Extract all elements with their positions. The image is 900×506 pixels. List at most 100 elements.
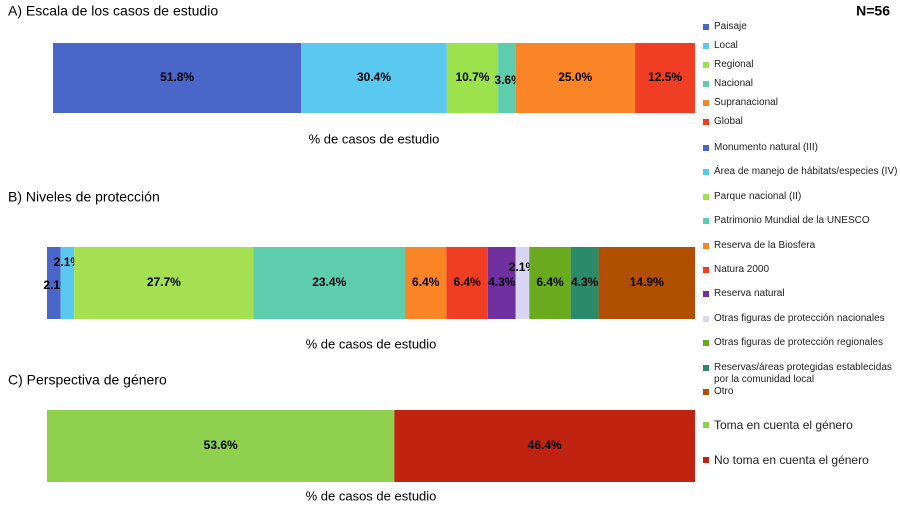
legend-swatch	[703, 169, 709, 176]
legend-label: Regional	[714, 59, 754, 70]
bar-segment	[301, 43, 447, 113]
legend-label: Toma en cuenta el género	[714, 418, 853, 432]
legend-item: Local	[703, 40, 899, 52]
legend-swatch	[703, 81, 709, 87]
legend-swatch	[703, 242, 709, 249]
legend-item: Otras figuras de protección nacionales	[703, 313, 899, 325]
legend-swatch	[703, 389, 709, 395]
legend-item: Supranacional	[703, 97, 899, 109]
legend-label: No toma en cuenta el género	[714, 453, 869, 467]
data-label: 23.4%	[312, 275, 346, 289]
legend-item: Área de manejo de hábitats/especies (IV)	[703, 166, 899, 178]
bar-segment	[60, 247, 75, 319]
bar-segment	[394, 410, 695, 482]
bar-segment	[487, 247, 516, 319]
legend-label: Local	[714, 40, 738, 51]
data-label: 12.5%	[648, 70, 682, 84]
legend-label: Otro	[714, 386, 734, 397]
data-label: 51.8%	[160, 70, 194, 84]
bar-segment	[515, 43, 636, 113]
legend-swatch	[703, 43, 709, 49]
legend-item: Regional	[703, 59, 899, 71]
data-label: 10.7%	[455, 70, 489, 84]
bar-segment	[253, 247, 405, 319]
bar-segment	[570, 247, 599, 319]
bar-segment	[404, 247, 447, 319]
legend-label: Nacional	[714, 78, 753, 89]
data-label: 4.3%	[488, 275, 516, 289]
legend-item: Otro	[703, 386, 899, 398]
data-label: 6.4%	[536, 275, 564, 289]
data-label: 30.4%	[357, 70, 391, 84]
legend-swatch	[703, 457, 709, 463]
legend-item: Nacional	[703, 78, 899, 90]
data-label: 14.9%	[630, 275, 664, 289]
x-axis-label: % de casos de estudio	[306, 488, 437, 503]
chart-title: A) Escala de los casos de estudio	[8, 3, 218, 19]
annotation: N=56	[856, 3, 890, 19]
data-label: 46.4%	[528, 438, 562, 452]
legend-label: Monumento natural (III)	[714, 142, 818, 153]
legend-item: No toma en cuenta el género	[703, 452, 899, 468]
legend-item: Natura 2000	[703, 264, 899, 276]
legend-label: Otras figuras de protección regionales	[714, 337, 883, 349]
bar-segment	[74, 247, 254, 319]
legend-item: Patrimonio Mundial de la UNESCO	[703, 215, 899, 227]
legend-label: Global	[714, 116, 743, 127]
legend-swatch	[703, 24, 709, 30]
legend-swatch	[703, 340, 709, 347]
data-label: 4.3%	[571, 275, 599, 289]
data-label: 53.6%	[204, 438, 238, 452]
bar-segment	[47, 410, 395, 482]
legend-label: Reservas/áreas protegidas establecidas p…	[714, 361, 892, 385]
bar-segment	[515, 247, 530, 319]
legend-swatch	[703, 145, 709, 151]
legend-swatch	[703, 62, 709, 68]
chart-title: C) Perspectiva de género	[8, 372, 167, 388]
legend-swatch	[703, 364, 709, 371]
legend-swatch	[703, 291, 709, 298]
data-label: 27.7%	[147, 275, 181, 289]
bar-segment	[47, 247, 61, 319]
legend-label: Área de manejo de hábitats/especies (IV)	[714, 166, 898, 178]
legend-item: Global	[703, 116, 899, 128]
bar-segment	[598, 247, 695, 319]
bar-segment	[635, 43, 695, 113]
legend-item: Reserva de la Biosfera	[703, 240, 899, 252]
legend-label: Patrimonio Mundial de la UNESCO	[714, 215, 870, 227]
x-axis-label: % de casos de estudio	[306, 336, 437, 351]
bar-segment	[53, 43, 302, 113]
legend-item: Toma en cuenta el género	[703, 417, 899, 433]
legend-swatch	[703, 267, 709, 273]
legend-swatch	[703, 100, 709, 106]
legend-label: Reserva de la Biosfera	[714, 239, 816, 251]
bar-segment	[498, 43, 516, 113]
legend-swatch	[703, 315, 709, 322]
legend-swatch	[703, 422, 709, 428]
legend-item: Monumento natural (III)	[703, 142, 899, 154]
legend-label: Reserva natural	[714, 288, 785, 300]
bar-segment	[446, 43, 499, 113]
legend-item: Parque nacional (II)	[703, 191, 899, 203]
legend-swatch	[703, 119, 709, 125]
legend-swatch	[703, 193, 709, 200]
legend-label: Paisaje	[714, 21, 747, 32]
bar-segment	[446, 247, 488, 319]
legend-label: Otras figuras de protección nacionales	[714, 312, 885, 324]
legend-label: Natura 2000	[714, 264, 770, 275]
legend-item: Paisaje	[703, 21, 899, 33]
bar-segment	[529, 247, 571, 319]
legend-label: Parque nacional (II)	[714, 190, 802, 202]
data-label: 6.4%	[453, 275, 481, 289]
chart-title: B) Niveles de protección	[8, 189, 160, 205]
data-label: 3.6%	[494, 73, 522, 87]
data-label: 6.4%	[412, 275, 440, 289]
legend-item: Reservas/áreas protegidas establecidas p…	[703, 362, 899, 386]
data-label: 25.0%	[558, 70, 592, 84]
legend-swatch	[703, 218, 709, 225]
legend-item: Otras figuras de protección regionales	[703, 337, 899, 349]
legend-item: Reserva natural	[703, 288, 899, 300]
x-axis-label: % de casos de estudio	[309, 131, 440, 146]
